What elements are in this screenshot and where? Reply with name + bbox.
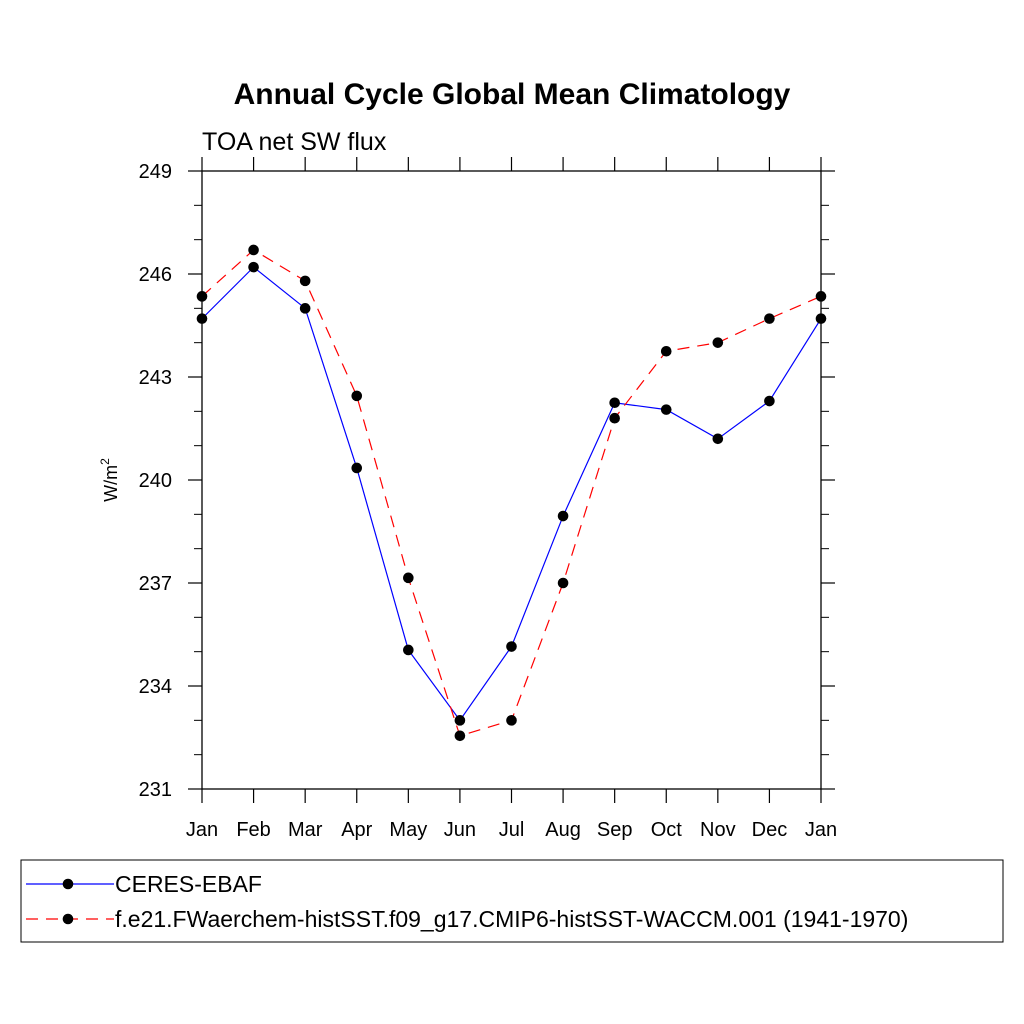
data-point-series-1: [764, 313, 775, 324]
y-tick-label: 234: [139, 676, 172, 698]
data-point-series-0: [351, 462, 363, 474]
x-tick-label: May: [389, 819, 427, 841]
x-axis-tick-labels: Jan Feb Mar Apr May Jun Jul Aug Sep Oct Nov Dec Jan: [186, 819, 837, 841]
data-point-series-0: [248, 261, 259, 273]
series-line-0: [201, 266, 822, 722]
chart-title: Annual Cycle Global Mean Climatology: [234, 78, 791, 111]
data-point-series-0: [764, 395, 775, 407]
x-tick-label: Aug: [545, 819, 581, 841]
data-point-series-0: [609, 397, 620, 409]
x-tick-label: Jul: [499, 819, 525, 841]
y-tick-label: 231: [139, 779, 172, 801]
x-tick-label: Oct: [651, 819, 683, 841]
data-point-series-1: [506, 715, 517, 726]
plot-frame: [201, 170, 822, 790]
y-tick-label: 246: [139, 264, 172, 286]
y-axis-label: W/m2: [98, 458, 121, 502]
series-line-1: [201, 249, 822, 737]
data-point-series-0: [299, 303, 311, 314]
legend-marker-ceres: [62, 878, 74, 890]
data-point-series-1: [815, 291, 827, 302]
data-point-series-1: [351, 390, 363, 402]
data-point-series-1: [299, 275, 311, 287]
data-point-series-0: [196, 313, 208, 324]
y-tick-label: 249: [139, 161, 172, 183]
data-point-series-0: [712, 433, 724, 445]
data-point-series-0: [660, 404, 672, 415]
x-tick-label: Sep: [597, 819, 633, 841]
data-point-series-1: [196, 291, 208, 302]
data-point-series-1: [609, 412, 620, 424]
legend-box: [20, 859, 1004, 943]
y-tick-label: 240: [139, 470, 172, 492]
data-point-series-1: [712, 337, 724, 348]
y-axis-label-base: W/m: [101, 465, 121, 502]
data-point-series-0: [557, 510, 569, 522]
x-tick-label: Jun: [444, 819, 476, 841]
data-point-series-0: [506, 641, 517, 652]
legend-label-model: f.e21.FWaerchem-histSST.f09_g17.CMIP6-hi…: [115, 906, 908, 932]
data-point-series-1: [557, 577, 569, 589]
data-point-series-0: [454, 715, 466, 726]
data-point-series-0: [403, 644, 414, 656]
x-tick-label: Nov: [700, 819, 736, 841]
data-point-series-0: [815, 313, 827, 324]
axis-ticks: [188, 157, 835, 803]
data-point-series-1: [660, 345, 672, 357]
data-point-series-1: [454, 730, 466, 742]
data-point-series-1: [403, 572, 414, 584]
legend-marker-model: [62, 913, 74, 925]
x-tick-label: Mar: [288, 819, 323, 841]
x-tick-label: Jan: [805, 819, 837, 841]
x-tick-label: Feb: [236, 819, 270, 841]
x-tick-label: Jan: [186, 819, 218, 841]
plot-area: [188, 157, 835, 803]
x-tick-label: Apr: [341, 819, 372, 841]
y-axis-tick-labels: 231 234 237 240 243 246 249: [139, 161, 172, 801]
y-tick-label: 237: [139, 573, 172, 595]
x-tick-label: Dec: [752, 819, 788, 841]
data-point-series-1: [248, 244, 259, 256]
series-layer: [196, 244, 827, 742]
legend: CERES-EBAF f.e21.FWaerchem-histSST.f09_g…: [20, 859, 1004, 943]
y-axis-label-superscript: 2: [98, 458, 112, 465]
chart-subtitle: TOA net SW flux: [202, 128, 387, 156]
legend-label-ceres: CERES-EBAF: [115, 871, 262, 897]
y-tick-label: 243: [139, 367, 172, 389]
legend-entry-model: f.e21.FWaerchem-histSST.f09_g17.CMIP6-hi…: [26, 906, 908, 932]
legend-entry-ceres: CERES-EBAF: [26, 871, 262, 897]
